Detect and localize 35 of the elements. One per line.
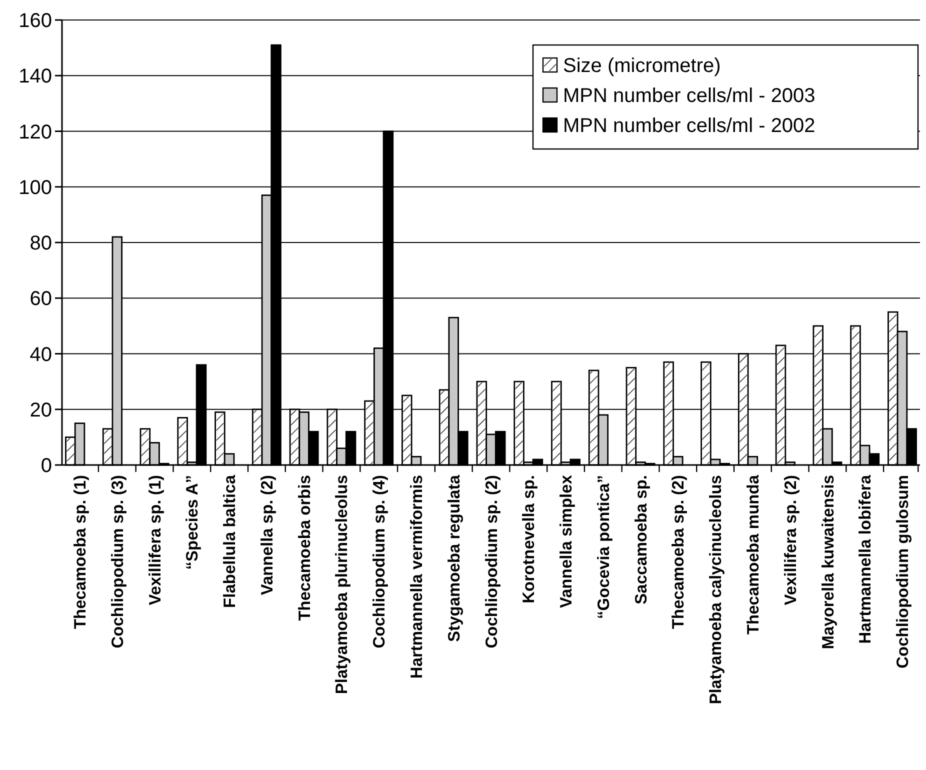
- y-tick-label: 40: [30, 344, 52, 366]
- y-tick-label: 100: [18, 176, 52, 199]
- x-tick-label: Korotnevella sp.: [520, 475, 538, 604]
- x-tick-label: Thecamoeba orbis: [296, 475, 314, 621]
- x-tick-label: Thecamoeba sp. (1): [72, 475, 90, 630]
- y-tick-label: 20: [30, 399, 52, 422]
- x-tick-label: Cochliopodium sp. (3): [108, 475, 127, 648]
- x-tick-label: “Gocevia pontica”: [594, 475, 613, 619]
- x-tick-label: Thecamoeba sp. (2): [670, 475, 688, 630]
- x-tick-label: Vannella sp. (2): [258, 475, 276, 596]
- x-tick-label: Hartmannella vermiformis: [408, 475, 426, 679]
- x-tick-label: Stygamoeba regulata: [445, 474, 464, 642]
- x-tick-label: Vannella simplex: [558, 474, 576, 608]
- x-tick-label: Cochliopodium gulosum: [894, 475, 912, 668]
- y-tick-label: 80: [30, 232, 52, 254]
- legend-label: MPN number cells/ml - 2003: [563, 85, 816, 107]
- y-tick-label: 140: [18, 66, 52, 88]
- y-tick-label: 120: [18, 121, 52, 144]
- x-tick-label: Cochliopodium sp. (2): [482, 475, 501, 648]
- x-tick-label: Cochliopodium sp. (4): [370, 475, 389, 648]
- legend-label: MPN number cells/ml - 2002: [563, 115, 816, 137]
- y-tick-label: 0: [40, 455, 52, 477]
- x-tick-label: Mayorella kuwaitensis: [819, 475, 838, 650]
- y-tick-label: 60: [30, 288, 52, 310]
- x-tick-label: Platyamoeba plurinucleolus: [333, 475, 352, 694]
- x-tick-label: Hartmannella lobifera: [856, 474, 875, 644]
- x-tick-label: Thecamoeba munda: [744, 474, 762, 635]
- x-tick-label: “Species A”: [184, 475, 202, 570]
- x-tick-label: Saccamoeba sp.: [632, 475, 650, 604]
- x-tick-label: Platyamoeba calycinucleolus: [707, 475, 726, 704]
- y-tick-label: 160: [18, 10, 52, 32]
- legend-label: Size (micrometre): [563, 55, 721, 77]
- x-tick-label: Flabellula baltica: [221, 474, 240, 608]
- x-tick-label: Vexillifera sp. (2): [782, 475, 800, 606]
- x-tick-label: Vexillifera sp. (1): [146, 475, 164, 606]
